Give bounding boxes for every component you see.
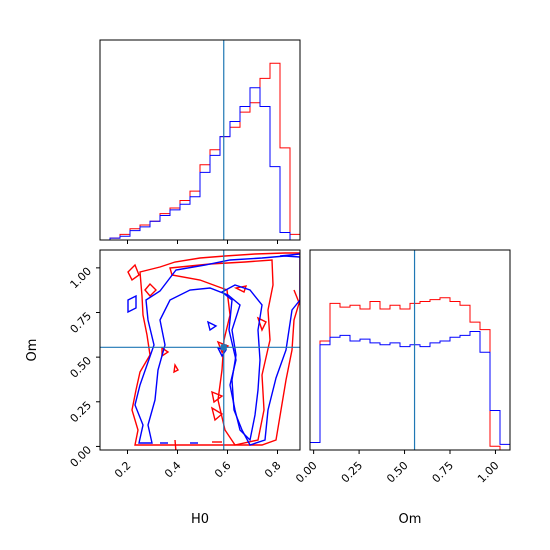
contour-red-tick-1	[174, 439, 177, 450]
contour-blue-top-edge	[279, 253, 300, 257]
x-axis-label-om: Om	[399, 512, 422, 527]
hist-h0-red	[100, 62, 301, 241]
hist-h0-blue-step	[100, 87, 300, 241]
hist-h0-panel	[99, 39, 301, 244]
contour-red-island-8	[256, 316, 267, 332]
contour-blue-island-2	[206, 320, 218, 332]
hist-om-red	[309, 297, 510, 451]
contour-blue-inner	[220, 284, 263, 442]
hist-h0-frame	[99, 39, 301, 241]
hist-h0-ticks	[127, 240, 278, 244]
hist-h0-blue	[100, 87, 300, 241]
hist-om-blue	[309, 331, 511, 450]
contour-red-island-5	[211, 390, 224, 404]
contour-blue-outer	[134, 255, 300, 446]
hist-h0-red-step	[100, 62, 301, 241]
contour-frame	[99, 249, 301, 451]
hist-om-red-step	[309, 297, 510, 451]
contour-red-island-2	[127, 263, 140, 282]
y-axis-label-om: Om	[25, 339, 40, 362]
contour-red-island-4	[173, 362, 179, 374]
contour-truth-marker	[220, 344, 227, 351]
hist-om-blue-step	[309, 331, 511, 450]
contour-clip-group	[127, 252, 300, 450]
contour-red-island-1	[144, 282, 157, 298]
x-axis-label-h0: H0	[191, 512, 209, 527]
contour-blue-island-1	[127, 294, 137, 314]
contour-red-outer	[131, 252, 300, 446]
contour-red-island-6	[210, 406, 224, 422]
contour-blue	[127, 253, 300, 446]
hist-om-frame	[309, 249, 511, 451]
contour-red-right-edge	[293, 289, 300, 306]
contour-red-island-3	[161, 346, 170, 358]
